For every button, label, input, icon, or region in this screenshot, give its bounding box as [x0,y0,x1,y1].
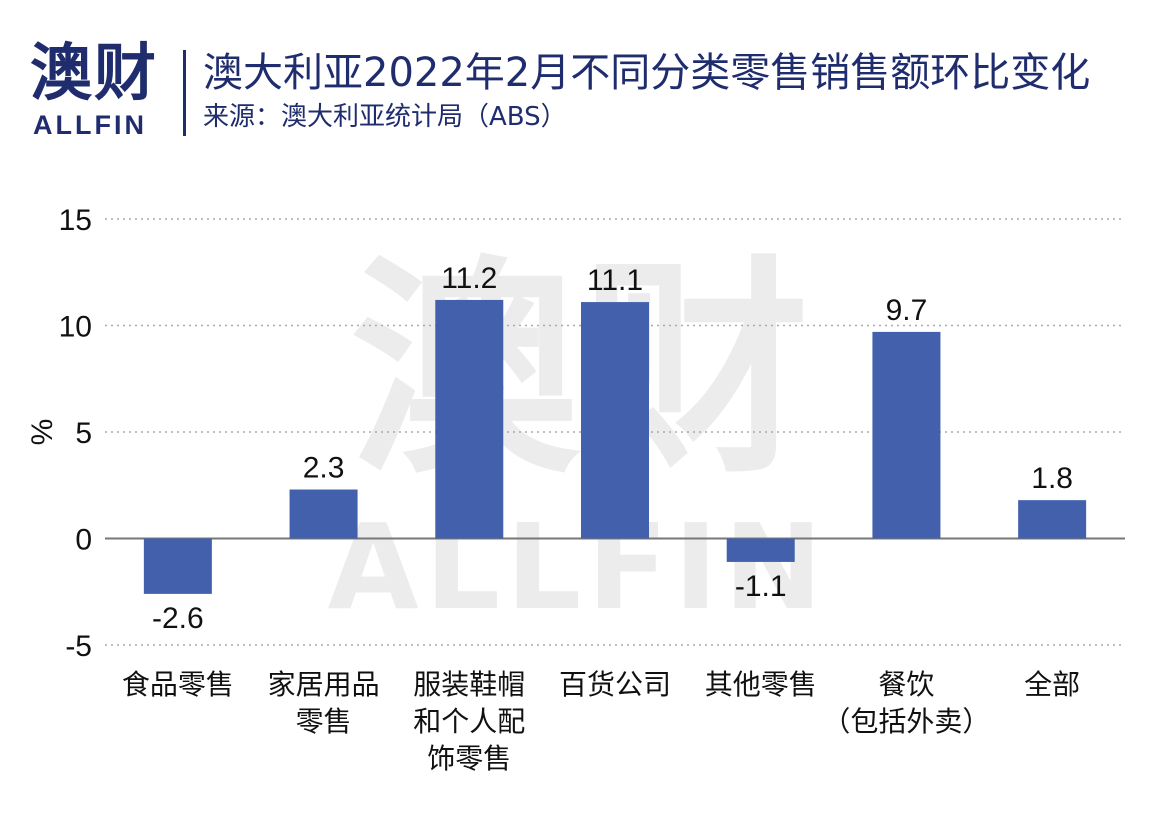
y-axis-label: % [26,419,59,446]
y-tick-label: 15 [59,204,92,237]
x-category-label: 家居用品 [268,668,380,701]
x-category-label: 饰零售 [427,742,511,775]
data-label: 11.1 [587,264,643,297]
data-labels: -2.6 2.3 11.2 11.1 -1.1 9.7 1.8 [152,262,1073,635]
y-tick-label: 0 [75,524,92,557]
x-category-label: 其他零售 [705,668,817,701]
watermark-en: ALLFIN [328,498,829,636]
x-category-label: 餐饮 [878,668,934,701]
bar [289,489,358,539]
y-axis-ticks: 15 10 5 0 -5 [59,204,92,663]
x-category-label: 零售 [296,705,352,738]
header-divider [183,50,186,136]
logo-mark: 澳财 [30,36,159,109]
bars [143,299,1087,594]
y-tick-label: 5 [75,417,92,450]
bar [581,302,649,539]
y-tick-label: -5 [65,630,92,663]
data-label: 9.7 [886,294,928,327]
watermark-cn: 澳财 [350,238,810,505]
bar [435,299,504,539]
x-category-label: 全部 [1024,668,1080,701]
chart-source: 来源：澳大利亚统计局（ABS） [203,102,567,132]
data-label: 2.3 [303,452,345,485]
data-label: 11.2 [441,262,497,295]
bar [1018,500,1087,539]
x-category-label: 和个人配 [413,705,525,738]
x-category-label: 服装鞋帽 [413,668,525,701]
data-label: -1.1 [735,570,787,603]
bar [872,331,941,539]
data-label: 1.8 [1031,462,1073,495]
x-category-label: 百货公司 [559,668,671,701]
logo-wordmark: ALLFIN [33,110,147,140]
x-category-label: （包括外卖） [822,705,990,738]
x-category-label: 食品零售 [122,668,234,701]
chart-title: 澳大利亚2022年2月不同分类零售销售额环比变化 [203,50,1091,96]
data-label: -2.6 [152,602,204,635]
bar [726,538,795,562]
bar [143,538,212,594]
header: 澳财 ALLFIN 澳大利亚2022年2月不同分类零售销售额环比变化 来源：澳大… [0,0,1165,150]
y-tick-label: 10 [59,311,92,344]
